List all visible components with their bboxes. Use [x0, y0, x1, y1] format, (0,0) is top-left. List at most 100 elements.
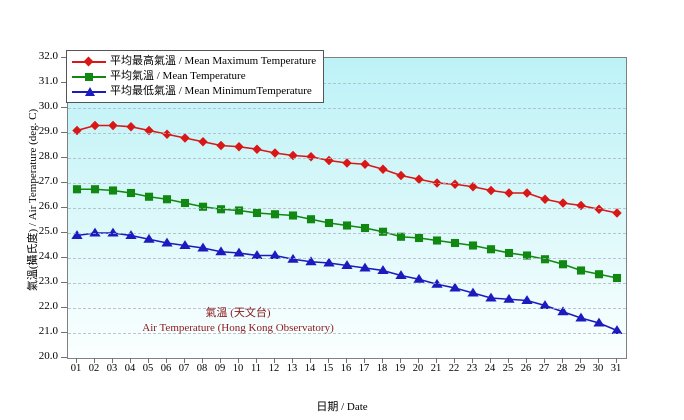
- x-tick-mark: [490, 358, 491, 363]
- data-point-marker: [306, 152, 316, 162]
- data-point-marker: [485, 292, 497, 302]
- data-point-marker: [72, 125, 82, 136]
- data-point-marker: [108, 186, 118, 195]
- x-tick-label: 12: [268, 363, 280, 374]
- x-tick-mark: [166, 358, 167, 363]
- data-point-marker: [467, 287, 479, 297]
- y-tick-label: 20.0: [38, 350, 58, 362]
- y-tick-mark: [61, 157, 67, 158]
- data-point-marker: [71, 230, 83, 240]
- data-point-marker: [143, 233, 155, 243]
- data-point-marker: [288, 150, 298, 161]
- x-tick-mark: [130, 358, 131, 363]
- data-point-marker: [342, 158, 352, 168]
- y-gridline: [68, 333, 626, 334]
- data-point-marker: [126, 122, 136, 132]
- y-tick-label: 29.0: [38, 125, 58, 137]
- legend-item-mean-maximum[interactable]: 平均最高氣溫 / Mean Maximum Temperature: [72, 54, 316, 69]
- data-point-marker: [179, 240, 191, 250]
- x-tick-mark: [562, 358, 563, 363]
- data-point-marker: [378, 227, 388, 236]
- x-tick-label: 07: [178, 363, 190, 374]
- x-tick-mark: [508, 358, 509, 363]
- x-tick-label: 30: [592, 363, 604, 374]
- data-point-marker: [522, 251, 532, 260]
- data-point-marker: [504, 188, 514, 198]
- data-point-marker: [594, 204, 604, 214]
- y-tick-label: 23.0: [38, 275, 58, 287]
- x-tick-mark: [112, 358, 113, 363]
- series-2: [71, 227, 623, 335]
- data-point-marker: [144, 192, 154, 201]
- x-tick-label: 04: [124, 363, 136, 374]
- y-gridline: [68, 233, 626, 234]
- data-point-marker: [252, 208, 262, 218]
- x-tick-label: 28: [556, 363, 568, 374]
- y-gridline: [68, 258, 626, 259]
- data-point-marker: [162, 195, 172, 204]
- x-tick-mark: [472, 358, 473, 363]
- data-point-marker: [341, 260, 353, 270]
- data-point-marker: [89, 227, 101, 237]
- x-tick-label: 18: [376, 363, 388, 374]
- data-point-marker: [323, 257, 335, 267]
- data-point-marker: [144, 125, 154, 136]
- data-point-marker: [360, 223, 370, 233]
- x-tick-label: 20: [412, 363, 424, 374]
- y-tick-mark: [61, 357, 67, 358]
- x-tick-mark: [202, 358, 203, 363]
- x-tick-label: 17: [358, 363, 370, 374]
- y-tick-label: 28.0: [38, 150, 58, 162]
- x-tick-label: 14: [304, 363, 316, 374]
- x-tick-mark: [436, 358, 437, 363]
- x-tick-mark: [616, 358, 617, 363]
- data-point-marker: [198, 202, 208, 211]
- y-tick-mark: [61, 307, 67, 308]
- y-tick-mark: [61, 132, 67, 133]
- legend-label-mean: 平均氣溫 / Mean Temperature: [110, 70, 246, 82]
- y-tick-mark: [61, 107, 67, 108]
- data-point-marker: [216, 140, 226, 151]
- x-tick-label: 06: [160, 363, 172, 374]
- x-tick-label: 13: [286, 363, 298, 374]
- legend-item-mean-minimum[interactable]: 平均最低氣溫 / Mean MinimumTemperature: [72, 84, 316, 99]
- x-tick-mark: [310, 358, 311, 363]
- x-tick-mark: [580, 358, 581, 363]
- data-point-marker: [612, 273, 622, 283]
- data-point-marker: [504, 248, 514, 258]
- x-tick-mark: [382, 358, 383, 363]
- data-point-marker: [540, 194, 550, 204]
- y-tick-label: 22.0: [38, 300, 58, 312]
- y-tick-mark: [61, 232, 67, 233]
- data-point-marker: [521, 295, 533, 305]
- data-point-marker: [395, 270, 407, 280]
- data-point-marker: [377, 265, 389, 275]
- x-tick-mark: [184, 358, 185, 363]
- y-tick-mark: [61, 282, 67, 283]
- data-point-marker: [468, 241, 478, 250]
- data-point-marker: [540, 255, 550, 264]
- y-gridline: [68, 308, 626, 309]
- x-tick-mark: [220, 358, 221, 363]
- data-point-marker: [414, 233, 424, 243]
- y-tick-label: 31.0: [38, 75, 58, 87]
- x-tick-mark: [328, 358, 329, 363]
- y-gridline: [68, 283, 626, 284]
- data-point-marker: [396, 170, 406, 181]
- series-0: [72, 120, 622, 218]
- x-tick-label: 15: [322, 363, 334, 374]
- data-point-marker: [270, 148, 280, 158]
- data-point-marker: [450, 238, 460, 248]
- x-tick-mark: [418, 358, 419, 363]
- data-point-marker: [359, 262, 371, 272]
- legend-item-mean[interactable]: 平均氣溫 / Mean Temperature: [72, 69, 316, 84]
- y-tick-label: 32.0: [38, 50, 58, 62]
- data-point-marker: [216, 205, 226, 214]
- data-point-marker: [215, 246, 227, 256]
- data-point-marker: [432, 236, 442, 245]
- data-point-marker: [575, 312, 587, 322]
- data-point-marker: [125, 230, 137, 240]
- data-point-marker: [612, 208, 622, 218]
- data-point-marker: [342, 221, 352, 230]
